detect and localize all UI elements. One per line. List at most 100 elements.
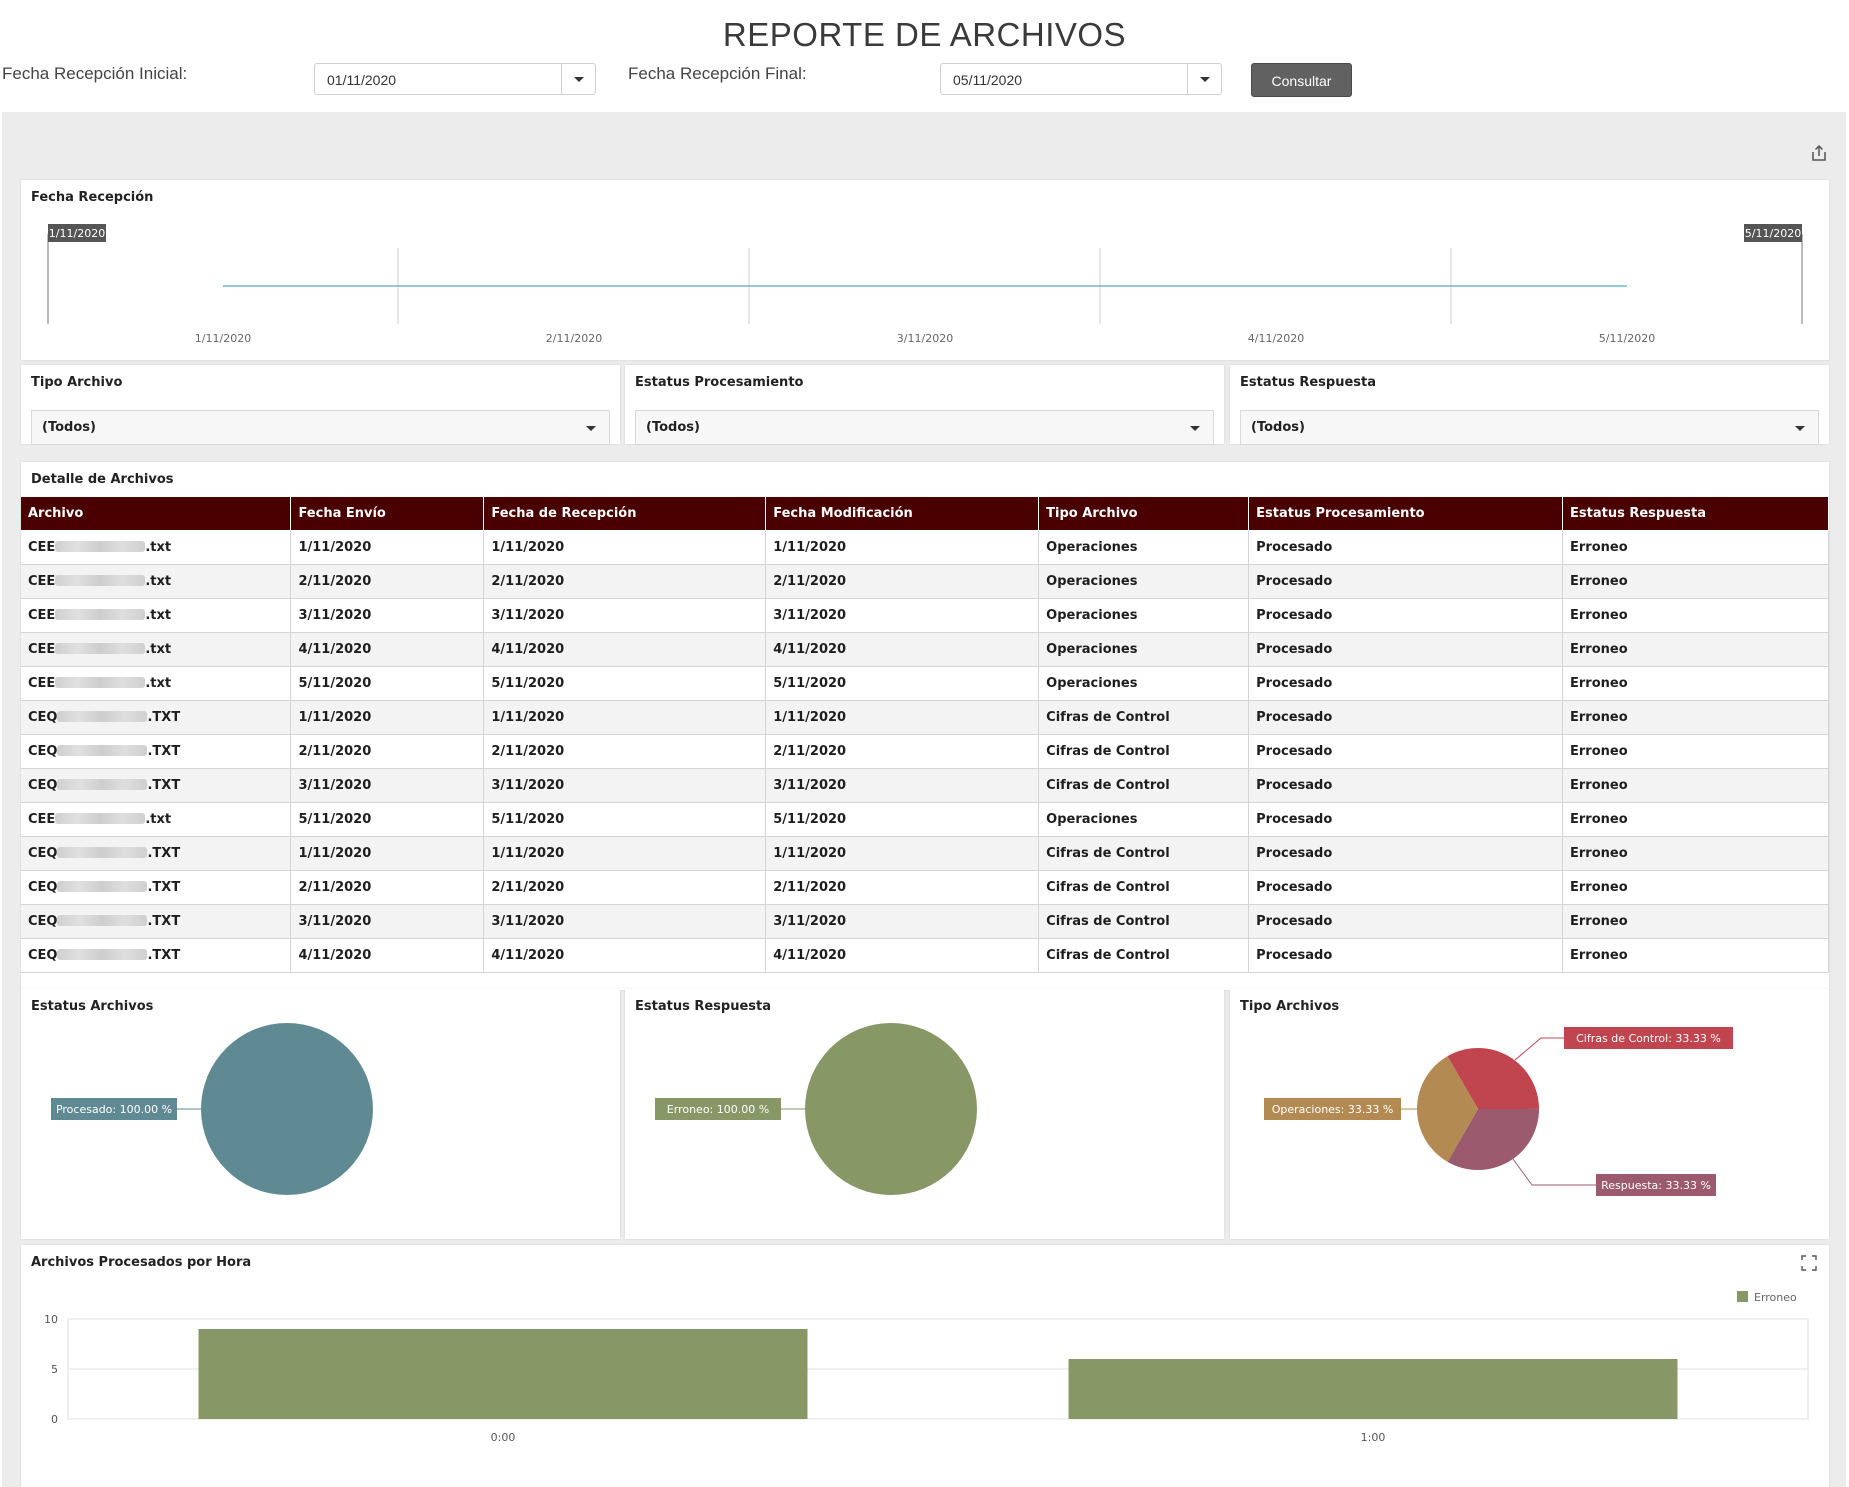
table-row[interactable]: CEQ .TXT 3/11/2020 3/11/2020 3/11/2020 Cifras… (21, 768, 1829, 803)
range-tick-label: 3/11/2020 (897, 332, 953, 345)
share-export-icon[interactable] (1810, 144, 1828, 162)
table-row[interactable]: CEQ .TXT 2/11/2020 2/11/2020 2/11/2020 Cifras… (21, 734, 1829, 769)
start-date-input[interactable]: 01/11/2020 (314, 63, 596, 95)
chevron-down-icon (1795, 426, 1805, 431)
fullscreen-icon[interactable] (1801, 1255, 1817, 1271)
start-date-dropdown-button[interactable] (561, 64, 595, 94)
table-row[interactable]: CEE .txt 1/11/2020 1/11/2020 1/11/2020 Operac… (21, 530, 1829, 565)
x-tick-label: 1:00 (1361, 1431, 1386, 1444)
column-header[interactable]: Tipo Archivo (1038, 497, 1250, 531)
archivos-por-hora-chart: 0 5 10 0:00 1:00 Erroneo (44, 1291, 1809, 1444)
envio-cell: 1/11/2020 (290, 836, 485, 871)
tipo-cell: Operaciones (1038, 564, 1250, 599)
chevron-down-icon (1190, 426, 1200, 431)
end-date-value: 05/11/2020 (953, 72, 1023, 88)
pie-slice[interactable] (1447, 1048, 1539, 1109)
range-start-badge-text: 1/11/2020 (49, 227, 105, 240)
modificacion-cell: 4/11/2020 (765, 938, 1040, 973)
table-row[interactable]: CEQ .TXT 1/11/2020 1/11/2020 1/11/2020 Cifras… (21, 836, 1829, 871)
envio-cell: 2/11/2020 (290, 564, 485, 599)
consultar-button[interactable]: Consultar (1251, 63, 1352, 97)
redacted-filename (55, 575, 146, 586)
archivo-extension: .txt (145, 608, 172, 623)
modificacion-cell: 3/11/2020 (765, 768, 1040, 803)
y-tick-label: 5 (51, 1363, 58, 1376)
estatus-procesamiento-select[interactable]: (Todos) (635, 410, 1214, 445)
date-range-slider[interactable]: 1/11/2020 5/11/2020 1/11/2020 2/11/2020 … (21, 180, 1829, 360)
procesamiento-cell: Procesado (1248, 904, 1564, 939)
bar[interactable] (1068, 1359, 1678, 1419)
archivo-extension: .TXT (147, 948, 181, 963)
fecha-recepcion-title: Fecha Recepción (31, 190, 154, 205)
pie-label-box (1264, 1098, 1401, 1120)
estatus-respuesta-pie: Erroneo: 100.00 % (655, 1023, 977, 1195)
end-date-input[interactable]: 05/11/2020 (940, 63, 1222, 95)
pie-slice-label: Procesado: 100.00 % (56, 1103, 172, 1116)
tipo-archivo-select[interactable]: (Todos) (31, 410, 610, 445)
column-header[interactable]: Fecha Modificación (765, 497, 1040, 531)
column-header[interactable]: Fecha de Recepción (483, 497, 767, 531)
respuesta-cell: Erroneo (1562, 700, 1829, 735)
respuesta-cell: Erroneo (1562, 632, 1829, 667)
pie-label-leader (1512, 1158, 1596, 1186)
archivo-prefix: CEQ (28, 846, 58, 861)
range-tick-label: 2/11/2020 (546, 332, 602, 345)
procesamiento-cell: Procesado (1248, 734, 1564, 769)
pie-slice[interactable] (1417, 1056, 1478, 1162)
pie-slice[interactable] (805, 1023, 977, 1195)
estatus-respuesta-select[interactable]: (Todos) (1240, 410, 1819, 445)
table-row[interactable]: CEE .txt 2/11/2020 2/11/2020 2/11/2020 Operac… (21, 564, 1829, 599)
archivo-prefix: CEQ (28, 948, 58, 963)
page-title: REPORTE DE ARCHIVOS (722, 16, 1127, 53)
tipo-cell: Cifras de Control (1038, 938, 1250, 973)
fecha-recepcion-panel: Fecha Recepción 1/11/2020 5/11/2020 1/11… (21, 180, 1829, 360)
procesamiento-cell: Procesado (1248, 666, 1564, 701)
archivo-cell: CEQ .TXT (21, 904, 292, 939)
table-row[interactable]: CEE .txt 4/11/2020 4/11/2020 4/11/2020 Operac… (21, 632, 1829, 667)
estatus-procesamiento-filter-panel: Estatus Procesamiento (Todos) (625, 365, 1224, 445)
chevron-down-icon (1200, 77, 1210, 82)
pie-slice-label: Operaciones: 33.33 % (1272, 1103, 1394, 1116)
table-row[interactable]: CEE .txt 5/11/2020 5/11/2020 5/11/2020 Operac… (21, 802, 1829, 837)
procesamiento-cell: Procesado (1248, 802, 1564, 837)
respuesta-cell: Erroneo (1562, 870, 1829, 905)
pie-slice[interactable] (201, 1023, 373, 1195)
archivo-cell: CEQ .TXT (21, 734, 292, 769)
archivo-prefix: CEQ (28, 710, 58, 725)
end-date-label: Fecha Recepción Final: (628, 64, 807, 83)
recepcion-cell: 2/11/2020 (483, 870, 767, 905)
redacted-filename (55, 677, 146, 688)
pie-slice-label: Cifras de Control: 33.33 % (1576, 1032, 1721, 1045)
archivo-extension: .txt (145, 540, 172, 555)
archivo-cell: CEE .txt (21, 666, 292, 701)
recepcion-cell: 5/11/2020 (483, 802, 767, 837)
procesamiento-cell: Procesado (1248, 700, 1564, 735)
recepcion-cell: 2/11/2020 (483, 564, 767, 599)
archivos-por-hora-title: Archivos Procesados por Hora (31, 1255, 252, 1270)
table-row[interactable]: CEQ .TXT 1/11/2020 1/11/2020 1/11/2020 Cifras… (21, 700, 1829, 735)
column-header[interactable]: Estatus Procesamiento (1248, 497, 1564, 531)
tipo-cell: Operaciones (1038, 598, 1250, 633)
column-header[interactable]: Estatus Respuesta (1562, 497, 1829, 531)
column-header[interactable]: Archivo (21, 497, 292, 531)
estatus-respuesta-panel: Estatus Respuesta Erroneo: 100.00 % (625, 989, 1224, 1239)
archivo-prefix: CEE (28, 812, 56, 827)
end-date-dropdown-button[interactable] (1187, 64, 1221, 94)
archivo-extension: .TXT (147, 744, 181, 759)
table-row[interactable]: CEQ .TXT 2/11/2020 2/11/2020 2/11/2020 Cifras… (21, 870, 1829, 905)
archivo-extension: .txt (145, 812, 172, 827)
bar[interactable] (198, 1329, 808, 1419)
table-row[interactable]: CEQ .TXT 4/11/2020 4/11/2020 4/11/2020 Cifras… (21, 938, 1829, 973)
y-tick-label: 0 (51, 1413, 58, 1426)
pie-slice[interactable] (1447, 1108, 1539, 1170)
table-row[interactable]: CEE .txt 3/11/2020 3/11/2020 3/11/2020 Operac… (21, 598, 1829, 633)
archivo-extension: .TXT (147, 914, 181, 929)
archivo-prefix: CEE (28, 540, 56, 555)
column-header[interactable]: Fecha Envío (290, 497, 485, 531)
start-date-value: 01/11/2020 (327, 72, 397, 88)
table-row[interactable]: CEE .txt 5/11/2020 5/11/2020 5/11/2020 Operac… (21, 666, 1829, 701)
legend-label[interactable]: Erroneo (1754, 1291, 1797, 1304)
tipo-cell: Operaciones (1038, 530, 1250, 565)
modificacion-cell: 3/11/2020 (765, 598, 1040, 633)
table-row[interactable]: CEQ .TXT 3/11/2020 3/11/2020 3/11/2020 Cifras… (21, 904, 1829, 939)
